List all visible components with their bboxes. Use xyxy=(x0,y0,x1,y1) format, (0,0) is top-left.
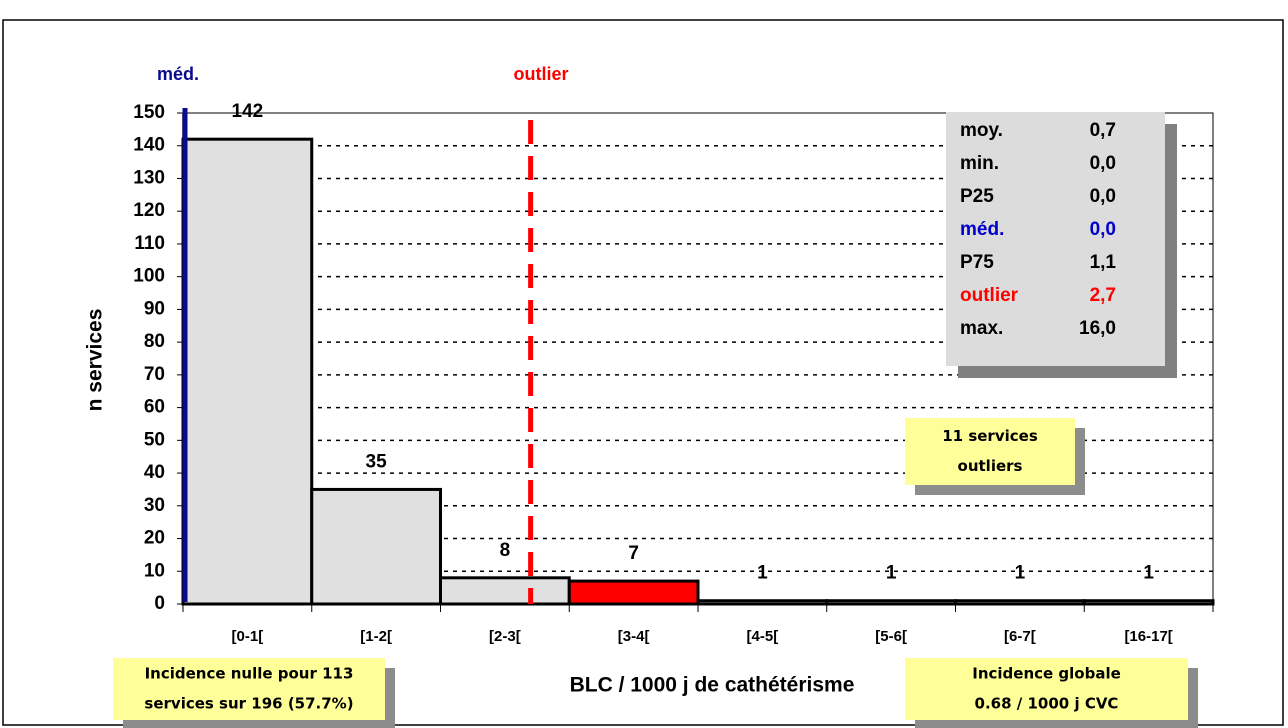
y-tick-label: 140 xyxy=(133,135,165,156)
note-box xyxy=(113,658,385,720)
x-tick-label: [16-17[ xyxy=(1124,628,1172,645)
stat-value: 0,7 xyxy=(1090,120,1116,141)
stat-value: 1,1 xyxy=(1090,252,1117,273)
bar xyxy=(567,579,700,606)
stat-name: P25 xyxy=(960,186,994,207)
x-tick-label: [1-2[ xyxy=(360,628,392,645)
bar xyxy=(310,487,442,606)
x-tick-label: [6-7[ xyxy=(1004,628,1036,645)
y-axis-label: n services xyxy=(84,309,107,412)
y-tick-label: 10 xyxy=(144,560,165,581)
y-tick-label: 110 xyxy=(134,233,165,254)
stat-name: méd. xyxy=(960,219,1004,240)
bar xyxy=(181,137,314,606)
x-axis-label: BLC / 1000 j de cathétérisme xyxy=(570,674,855,697)
y-tick-label: 100 xyxy=(133,266,165,287)
y-tick-label: 90 xyxy=(144,298,165,319)
note-text: 11 services xyxy=(942,427,1038,445)
stat-name: min. xyxy=(960,153,999,174)
value-label: 8 xyxy=(500,540,511,561)
note-box xyxy=(905,418,1075,485)
outlier-label: outlier xyxy=(513,64,568,84)
value-label: 7 xyxy=(628,543,639,564)
y-tick-label: 70 xyxy=(144,364,165,385)
y-tick-label: 150 xyxy=(133,102,165,123)
stat-name: max. xyxy=(960,318,1003,339)
stats-box xyxy=(946,112,1165,366)
value-label: 1 xyxy=(757,563,768,584)
stat-value: 0,0 xyxy=(1090,153,1116,174)
y-tick-label: 40 xyxy=(144,462,165,483)
note-text: services sur 196 (57.7%) xyxy=(144,695,353,713)
y-tick-label: 30 xyxy=(144,495,165,516)
note-text: Incidence nulle pour 113 xyxy=(145,665,354,683)
stat-name: outlier xyxy=(960,285,1019,306)
note-text: outliers xyxy=(958,457,1023,475)
y-tick-label: 80 xyxy=(144,331,165,352)
stat-name: moy. xyxy=(960,120,1003,141)
value-label: 1 xyxy=(1015,563,1026,584)
x-tick-label: [0-1[ xyxy=(232,628,264,645)
y-tick-label: 60 xyxy=(144,397,165,418)
frame xyxy=(2,19,1284,726)
y-tick-label: 120 xyxy=(133,200,165,221)
value-label: 1 xyxy=(886,563,897,584)
value-label: 1 xyxy=(1143,563,1154,584)
x-tick-label: [2-3[ xyxy=(489,628,521,645)
x-tick-label: [4-5[ xyxy=(747,628,779,645)
value-label: 142 xyxy=(232,101,264,122)
median-label: méd. xyxy=(157,64,199,84)
x-tick-label: [3-4[ xyxy=(618,628,650,645)
y-tick-label: 50 xyxy=(144,429,165,450)
stat-value: 16,0 xyxy=(1079,318,1116,339)
note-text: Incidence globale xyxy=(972,665,1121,683)
x-tick-label: [5-6[ xyxy=(875,628,907,645)
stat-value: 2,7 xyxy=(1090,285,1116,306)
y-tick-label: 0 xyxy=(154,593,165,614)
y-tick-label: 130 xyxy=(133,167,165,188)
value-label: 35 xyxy=(366,451,388,472)
note-text: 0.68 / 1000 j CVC xyxy=(975,695,1119,713)
stat-name: P75 xyxy=(960,252,994,273)
y-tick-label: 20 xyxy=(144,528,165,549)
bar xyxy=(439,576,571,606)
stat-value: 0,0 xyxy=(1090,219,1116,240)
note-box xyxy=(905,658,1188,720)
stat-value: 0,0 xyxy=(1090,186,1116,207)
